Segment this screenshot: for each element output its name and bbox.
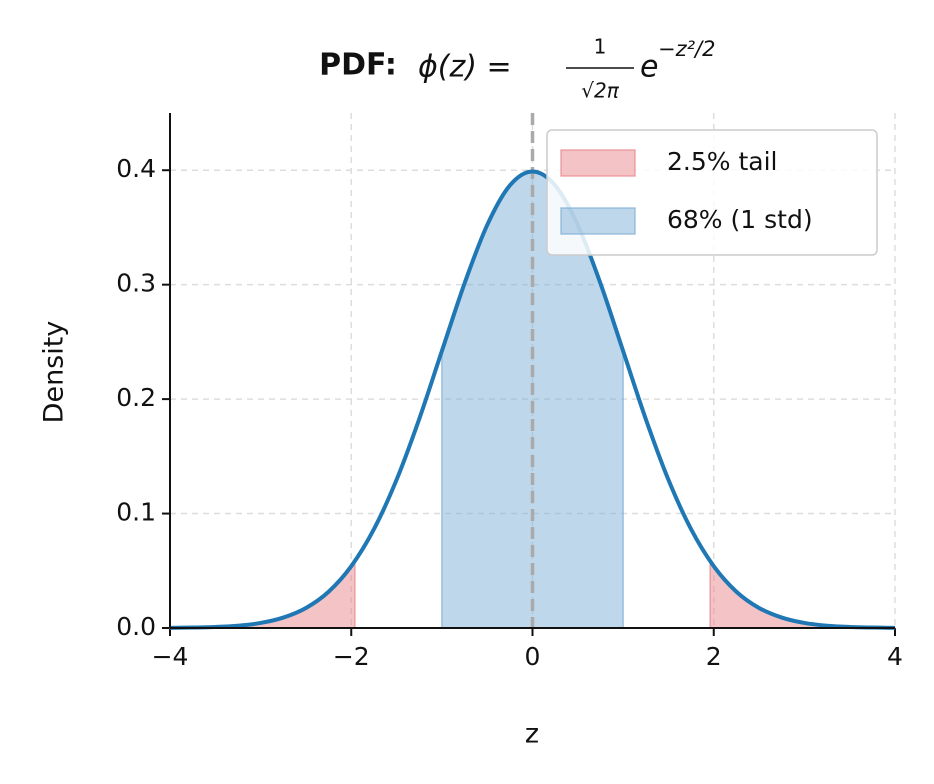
title-base: e: [640, 50, 658, 85]
y-axis-label: Density: [39, 321, 70, 424]
x-tick-label: −4: [152, 642, 189, 671]
y-tick-label: 0.4: [116, 154, 156, 183]
legend-label: 2.5% tail: [667, 147, 777, 176]
title-lhs: ϕ(z) =: [418, 50, 512, 85]
legend-label: 68% (1 std): [667, 205, 813, 234]
title-denominator: √2π: [581, 79, 619, 103]
legend: 2.5% tail 68% (1 std): [546, 129, 878, 256]
title-numerator: 1: [594, 35, 607, 59]
title-label: PDF:: [319, 48, 397, 83]
x-tick-label: 2: [706, 642, 722, 671]
y-tick-label: 0.0: [116, 612, 156, 641]
line: [169, 169, 896, 630]
x-tick-label: −2: [333, 642, 370, 671]
x-tick-label: 0: [525, 642, 541, 671]
y-tick-label: 0.2: [116, 383, 156, 412]
y-tick-label: 0.1: [116, 498, 156, 527]
y-tick-label: 0.3: [116, 269, 156, 298]
legend-swatch: [560, 149, 636, 177]
x-tick-label: 4: [887, 642, 903, 671]
x-axis-label: z: [525, 719, 539, 750]
title-exponent: −z²/2: [658, 37, 715, 61]
plot-area: −4 −2 0 2 4 0.0 0.1 0.2 0.3 0.4 2.5% tail 68% (1 st…: [116, 113, 903, 671]
legend-swatch: [560, 207, 636, 235]
